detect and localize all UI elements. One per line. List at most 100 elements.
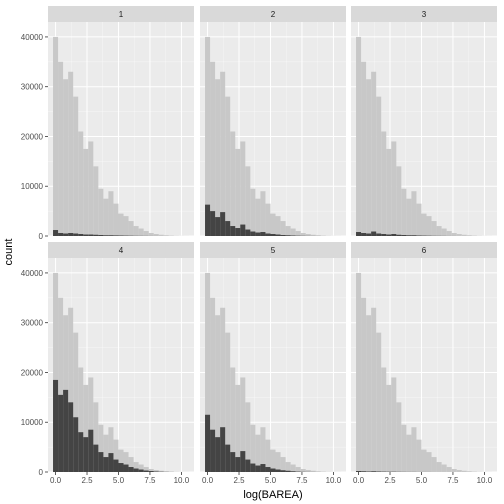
histogram-bar-total bbox=[366, 315, 371, 472]
histogram-bar-subset bbox=[149, 471, 154, 472]
histogram-bar-total bbox=[281, 457, 286, 472]
y-tick-label: 30000 bbox=[21, 83, 44, 92]
histogram-bar-total bbox=[311, 235, 316, 236]
histogram-bar-total bbox=[78, 131, 83, 236]
histogram-bar-total bbox=[427, 216, 432, 236]
histogram-bar-total bbox=[437, 226, 442, 236]
histogram-bar-subset bbox=[401, 235, 406, 236]
histogram-bar-total bbox=[235, 149, 240, 236]
y-tick-label: 40000 bbox=[21, 269, 44, 278]
histogram-bar-subset bbox=[250, 232, 255, 236]
y-tick-label: 10000 bbox=[21, 418, 44, 427]
histogram-bar-subset bbox=[58, 233, 63, 236]
histogram-bar-total bbox=[401, 425, 406, 472]
histogram-bar-subset bbox=[103, 235, 108, 236]
histogram-bar-subset bbox=[270, 469, 275, 472]
histogram-bar-total bbox=[361, 62, 366, 236]
histogram-bar-subset bbox=[73, 234, 78, 236]
x-tick-label: 10.0 bbox=[326, 476, 342, 485]
x-tick-label: 10.0 bbox=[174, 476, 190, 485]
histogram-bar-total bbox=[391, 377, 396, 472]
y-tick-label: 0 bbox=[39, 232, 44, 241]
histogram-bar-total bbox=[118, 214, 123, 236]
histogram-bar-total bbox=[452, 233, 457, 236]
histogram-bar-total bbox=[416, 440, 421, 472]
x-tick-label: 0.0 bbox=[202, 476, 214, 485]
histogram-bar-subset bbox=[371, 232, 376, 236]
histogram-bar-subset bbox=[361, 471, 366, 472]
histogram-bar-subset bbox=[93, 445, 98, 472]
histogram-bar-total bbox=[149, 233, 154, 236]
histogram-bar-total bbox=[316, 471, 321, 472]
histogram-bar-total bbox=[457, 234, 462, 236]
histogram-bar-subset bbox=[205, 205, 210, 236]
histogram-bar-total bbox=[58, 62, 63, 236]
y-tick-label: 20000 bbox=[21, 368, 44, 377]
histogram-bar-total bbox=[301, 469, 306, 472]
histogram-bar-total bbox=[356, 37, 361, 236]
histogram-bar-total bbox=[462, 471, 467, 472]
histogram-bar-total bbox=[255, 199, 260, 236]
histogram-bar-total bbox=[386, 149, 391, 236]
histogram-bar-subset bbox=[108, 235, 113, 236]
histogram-bar-total bbox=[416, 204, 421, 236]
histogram-bar-total bbox=[83, 149, 88, 236]
histogram-bar-subset bbox=[281, 470, 286, 472]
histogram-bar-subset bbox=[361, 233, 366, 236]
histogram-bar-subset bbox=[144, 471, 149, 472]
histogram-bar-total bbox=[220, 72, 225, 236]
histogram-bar-total bbox=[391, 141, 396, 236]
histogram-bar-total bbox=[230, 131, 235, 236]
histogram-bar-total bbox=[421, 214, 426, 236]
histogram-bar-total bbox=[250, 189, 255, 236]
histogram-bar-total bbox=[376, 333, 381, 472]
facet-panel-2: 2 bbox=[200, 6, 346, 236]
facet-strip-label: 2 bbox=[271, 10, 276, 19]
histogram-bar-total bbox=[371, 308, 376, 472]
x-tick-label: 7.5 bbox=[144, 476, 156, 485]
histogram-bar-subset bbox=[68, 402, 73, 472]
histogram-bar-total bbox=[124, 216, 129, 236]
histogram-bar-subset bbox=[225, 221, 230, 236]
histogram-bar-subset bbox=[113, 235, 118, 236]
y-tick-label: 10000 bbox=[21, 182, 44, 191]
histogram-bar-subset bbox=[118, 463, 123, 472]
x-tick-label: 5.0 bbox=[265, 476, 277, 485]
histogram-bar-subset bbox=[58, 395, 63, 472]
x-tick-label: 5.0 bbox=[113, 476, 125, 485]
histogram-bar-subset bbox=[235, 457, 240, 472]
histogram-bar-total bbox=[291, 465, 296, 472]
histogram-bar-total bbox=[281, 221, 286, 236]
histogram-bar-subset bbox=[276, 470, 281, 472]
histogram-bar-total bbox=[296, 231, 301, 236]
histogram-bar-total bbox=[462, 235, 467, 236]
histogram-bar-subset bbox=[276, 235, 281, 236]
histogram-bar-subset bbox=[260, 464, 265, 472]
histogram-bar-total bbox=[260, 191, 265, 236]
histogram-bar-total bbox=[316, 235, 321, 236]
histogram-bar-subset bbox=[381, 234, 386, 236]
facet-strip-label: 5 bbox=[271, 246, 276, 255]
histogram-bar-subset bbox=[245, 230, 250, 236]
histogram-bar-total bbox=[361, 298, 366, 472]
histogram-bar-subset bbox=[240, 225, 245, 236]
histogram-bar-subset bbox=[250, 464, 255, 472]
histogram-bar-total bbox=[301, 233, 306, 236]
histogram-bar-total bbox=[210, 62, 215, 236]
histogram-bar-total bbox=[103, 199, 108, 236]
histogram-bar-total bbox=[291, 229, 296, 236]
x-tick-label: 5.0 bbox=[416, 476, 428, 485]
histogram-bar-total bbox=[144, 231, 149, 236]
histogram-bar-total bbox=[276, 216, 281, 236]
histogram-bar-subset bbox=[78, 234, 83, 236]
facet-strip-label: 3 bbox=[422, 10, 427, 19]
x-tick-label: 0.0 bbox=[353, 476, 365, 485]
histogram-bar-subset bbox=[286, 235, 291, 236]
y-axis-title: count bbox=[3, 239, 15, 266]
facet-panel-6: 60.0 2.5 5.0 7.5 10.0 bbox=[351, 242, 497, 485]
histogram-bar-subset bbox=[366, 234, 371, 236]
histogram-bar-subset bbox=[83, 437, 88, 472]
histogram-bar-subset bbox=[98, 452, 103, 472]
histogram-bar-total bbox=[467, 235, 472, 236]
histogram-bar-subset bbox=[53, 380, 58, 472]
